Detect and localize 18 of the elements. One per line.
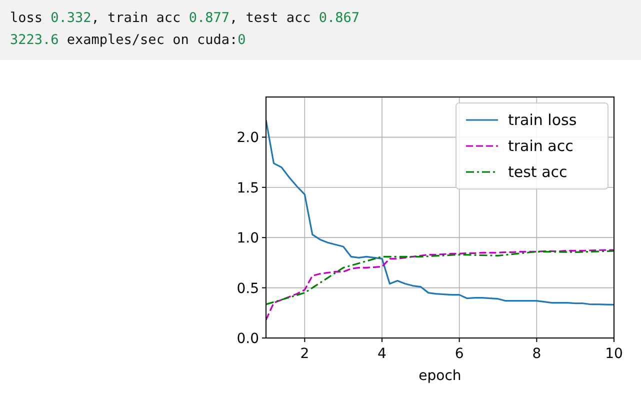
line-series xyxy=(266,249,614,321)
x-tick-label: 8 xyxy=(532,346,542,362)
legend-label: test acc xyxy=(508,163,568,181)
y-tick-label: 1.0 xyxy=(236,230,259,247)
x-tick-label: 2 xyxy=(300,346,310,362)
line-series xyxy=(266,250,614,306)
y-tick-label: 1.5 xyxy=(236,180,259,196)
text: 3223.6 examples/sec on cuda:0 xyxy=(10,32,246,48)
y-tick-label: 2.0 xyxy=(236,130,259,146)
y-tick-label: 0.5 xyxy=(236,280,259,297)
y-tick-label: 0.0 xyxy=(236,331,259,347)
legend-label: train acc xyxy=(508,137,574,155)
legend-label: train loss xyxy=(508,111,577,129)
text: loss 0.332, train acc 0.877, test acc 0.867 xyxy=(10,10,360,26)
x-tick-label: 4 xyxy=(378,346,387,362)
x-axis-title: epoch xyxy=(418,368,462,384)
x-tick-label: 10 xyxy=(605,346,623,362)
x-tick-label: 6 xyxy=(454,346,464,362)
